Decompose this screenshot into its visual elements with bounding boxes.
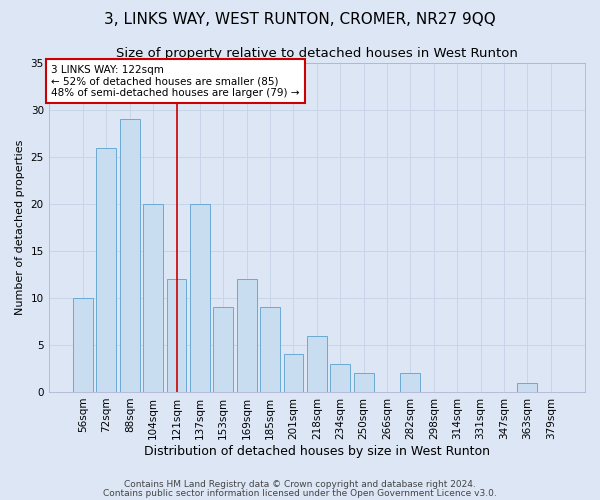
- Y-axis label: Number of detached properties: Number of detached properties: [15, 140, 25, 315]
- Text: 3 LINKS WAY: 122sqm
← 52% of detached houses are smaller (85)
48% of semi-detach: 3 LINKS WAY: 122sqm ← 52% of detached ho…: [52, 64, 300, 98]
- Bar: [167, 279, 187, 392]
- Bar: [143, 204, 163, 392]
- Bar: [330, 364, 350, 392]
- Text: Contains public sector information licensed under the Open Government Licence v3: Contains public sector information licen…: [103, 489, 497, 498]
- Bar: [214, 308, 233, 392]
- Bar: [517, 382, 537, 392]
- Bar: [73, 298, 93, 392]
- Title: Size of property relative to detached houses in West Runton: Size of property relative to detached ho…: [116, 48, 518, 60]
- X-axis label: Distribution of detached houses by size in West Runton: Distribution of detached houses by size …: [144, 444, 490, 458]
- Bar: [97, 148, 116, 392]
- Text: Contains HM Land Registry data © Crown copyright and database right 2024.: Contains HM Land Registry data © Crown c…: [124, 480, 476, 489]
- Bar: [260, 308, 280, 392]
- Bar: [307, 336, 327, 392]
- Bar: [120, 120, 140, 392]
- Bar: [190, 204, 210, 392]
- Text: 3, LINKS WAY, WEST RUNTON, CROMER, NR27 9QQ: 3, LINKS WAY, WEST RUNTON, CROMER, NR27 …: [104, 12, 496, 28]
- Bar: [353, 373, 374, 392]
- Bar: [284, 354, 304, 392]
- Bar: [400, 373, 421, 392]
- Bar: [237, 279, 257, 392]
